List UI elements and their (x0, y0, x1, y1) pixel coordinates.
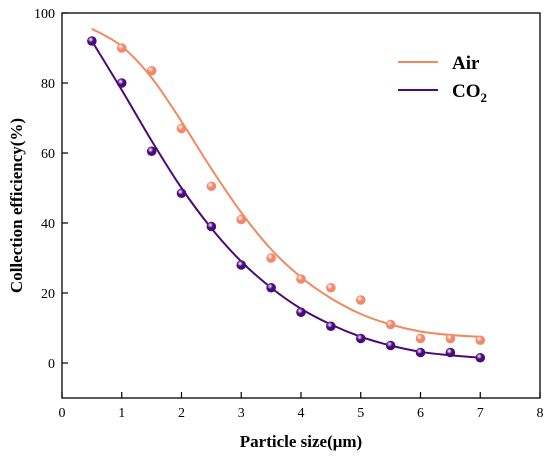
y-tick-label: 40 (41, 217, 55, 232)
data-point-co2 (355, 333, 366, 344)
y-tick-label: 20 (41, 287, 55, 302)
x-tick-label: 3 (238, 406, 245, 421)
x-tick-label: 1 (118, 406, 125, 421)
data-point-co2 (296, 307, 306, 318)
data-point-air (326, 282, 336, 293)
data-point-co2 (415, 347, 426, 358)
data-point-air (385, 319, 396, 330)
data-point-air (475, 335, 486, 346)
legend-label-co2-subscript: 2 (481, 90, 488, 105)
data-point-co2 (236, 260, 247, 270)
y-tick-label: 80 (41, 77, 55, 92)
legend-label-air: Air (452, 53, 480, 74)
y-tick-label: 100 (34, 7, 55, 22)
legend: Air CO2 (398, 53, 487, 105)
fit-curves (91, 27, 481, 359)
x-axis-title: Particle size(μm) (240, 432, 362, 451)
data-point-air (236, 214, 247, 225)
data-point-co2 (326, 321, 336, 332)
y-axis-title: Collection efficiency(%) (7, 118, 26, 293)
data-point-air (206, 181, 217, 192)
fit-curve-air (91, 27, 481, 338)
data-point-co2 (266, 282, 276, 293)
y-axis: 0 20 40 60 80 100 (34, 7, 68, 372)
data-point-co2 (475, 352, 486, 363)
x-tick-label: 0 (59, 406, 66, 421)
y-tick-label: 60 (41, 147, 55, 162)
data-point-air (415, 333, 426, 344)
data-point-co2 (206, 221, 217, 232)
x-tick-label: 7 (477, 406, 484, 421)
x-tick-label: 4 (298, 406, 305, 421)
x-tick-label: 6 (417, 406, 424, 421)
data-point-air (355, 295, 366, 305)
data-points (87, 36, 486, 363)
legend-label-co2: CO2 (452, 81, 487, 105)
data-point-air (266, 253, 276, 263)
fit-curve-co2 (91, 40, 481, 359)
data-point-co2 (146, 146, 157, 157)
x-tick-label: 5 (357, 406, 364, 421)
data-point-air (445, 333, 456, 344)
x-tick-label: 8 (537, 406, 544, 421)
data-point-co2 (176, 188, 187, 199)
data-point-air (116, 43, 127, 53)
data-point-co2 (116, 78, 127, 88)
x-tick-label: 2 (178, 406, 185, 421)
data-point-co2 (385, 340, 396, 351)
legend-label-co2-main: CO (452, 81, 481, 102)
data-point-co2 (87, 36, 97, 46)
data-point-air (296, 274, 306, 284)
data-point-air (176, 123, 187, 134)
data-point-co2 (445, 347, 456, 358)
data-point-air (146, 65, 157, 76)
y-tick-label: 0 (48, 357, 55, 372)
x-axis: 0 1 2 3 4 5 6 7 8 (59, 392, 544, 421)
